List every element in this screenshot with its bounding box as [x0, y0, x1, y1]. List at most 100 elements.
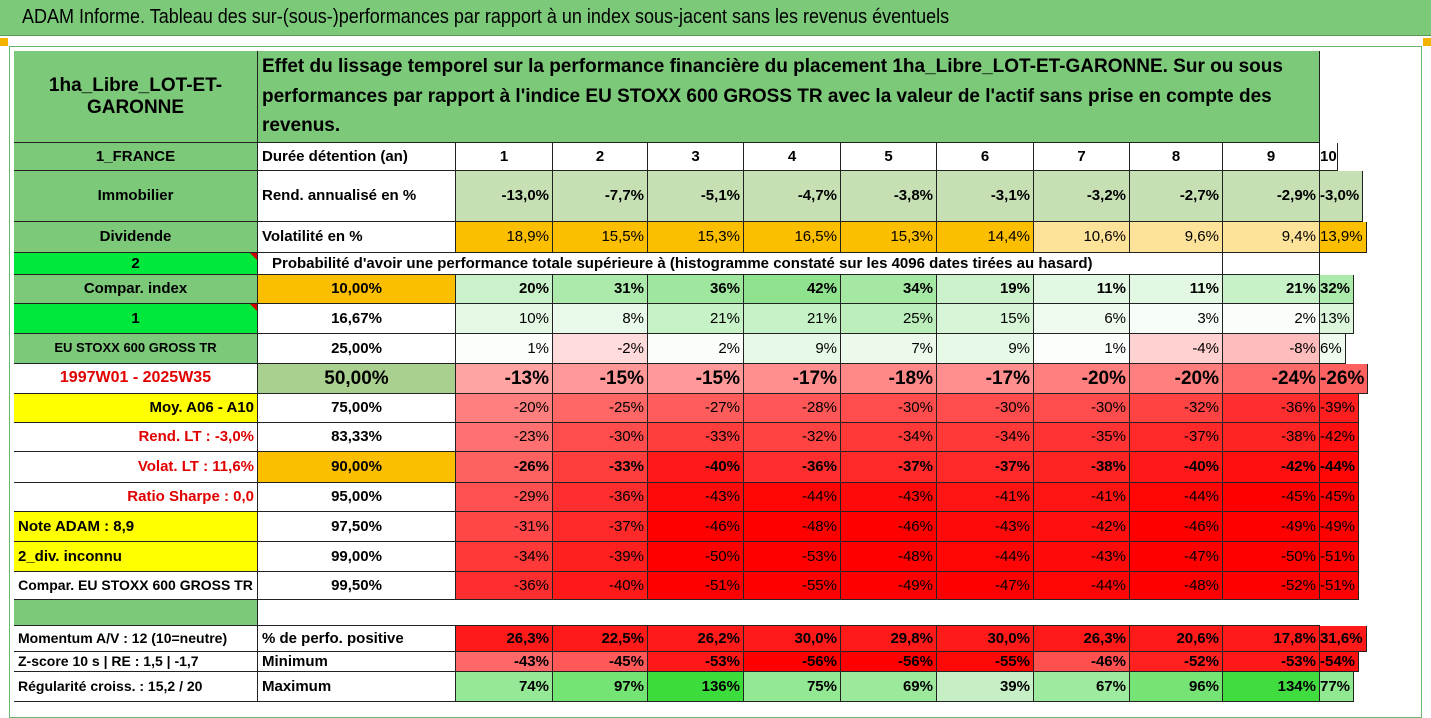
probability-value: -51% — [648, 572, 744, 600]
bottom-value: 26,3% — [1034, 626, 1130, 652]
probability-value: -45% — [1223, 483, 1320, 512]
probability-value: -34% — [841, 423, 937, 452]
probability-value: -46% — [1130, 512, 1223, 542]
probability-value: -48% — [744, 512, 841, 542]
left-label: 1_FRANCE — [14, 143, 258, 171]
rend-value: -3,0% — [1320, 171, 1364, 222]
probability-value: 32% — [1320, 275, 1355, 304]
year-header: 5 — [841, 143, 937, 171]
bottom-value: 26,2% — [648, 626, 744, 652]
probability-value: 34% — [841, 275, 937, 304]
left-label: Volat. LT : 11,6% — [14, 452, 258, 483]
probability-value: -42% — [1223, 452, 1320, 483]
rend-value: -3,2% — [1034, 171, 1130, 222]
probability-value: -46% — [841, 512, 937, 542]
bottom-value: 97% — [553, 672, 648, 702]
vol-value: 15,5% — [553, 222, 648, 253]
bottom-left-label: Régularité croiss. : 15,2 / 20 — [14, 672, 258, 702]
probability-value: 2% — [648, 334, 744, 364]
probability-value: -18% — [841, 364, 937, 394]
bottom-value: -55% — [937, 652, 1034, 672]
probability-value: -34% — [937, 423, 1034, 452]
bottom-value: -53% — [1223, 652, 1320, 672]
probability-value: -15% — [553, 364, 648, 394]
corner-marker — [1423, 38, 1431, 46]
probability-value: -37% — [841, 452, 937, 483]
vol-value: 13,9% — [1320, 222, 1367, 253]
probability-value: -20% — [1034, 364, 1130, 394]
probability-value: -42% — [1034, 512, 1130, 542]
probability-value: 9% — [744, 334, 841, 364]
year-header: 3 — [648, 143, 744, 171]
percentile-label: 95,00% — [258, 483, 456, 512]
probability-value: -51% — [1320, 542, 1360, 572]
probability-value: 21% — [648, 304, 744, 334]
probability-value: -25% — [553, 394, 648, 423]
probability-value: -36% — [456, 572, 553, 600]
probability-value: -36% — [553, 483, 648, 512]
probability-value: -49% — [1223, 512, 1320, 542]
probability-value: -43% — [937, 512, 1034, 542]
left-label: 1 — [14, 304, 258, 334]
probability-value: -35% — [1034, 423, 1130, 452]
vol-value: 18,9% — [456, 222, 553, 253]
empty-cell — [1223, 253, 1320, 275]
bottom-value: -56% — [841, 652, 937, 672]
probability-value: -43% — [648, 483, 744, 512]
comment-flag — [250, 304, 257, 311]
bottom-value: 30,0% — [937, 626, 1034, 652]
bottom-value: -45% — [553, 652, 648, 672]
percentile-label: 75,00% — [258, 394, 456, 423]
probability-value: -26% — [1320, 364, 1369, 394]
probability-value: 21% — [744, 304, 841, 334]
probability-value: -24% — [1223, 364, 1320, 394]
probability-value: -23% — [456, 423, 553, 452]
rend-value: -2,9% — [1223, 171, 1320, 222]
probability-value: -33% — [648, 423, 744, 452]
probability-value: 9% — [937, 334, 1034, 364]
probability-value: 11% — [1130, 275, 1223, 304]
probability-value: 11% — [1034, 275, 1130, 304]
year-header: 10 — [1320, 143, 1338, 171]
bottom-value: 22,5% — [553, 626, 648, 652]
year-header: 2 — [553, 143, 648, 171]
vol-value: 16,5% — [744, 222, 841, 253]
probability-value: -32% — [1130, 394, 1223, 423]
probability-value: 7% — [841, 334, 937, 364]
probability-value: -41% — [937, 483, 1034, 512]
probability-value: -38% — [1223, 423, 1320, 452]
probability-value: -49% — [1320, 512, 1360, 542]
probability-value: -47% — [937, 572, 1034, 600]
probability-value: -44% — [1320, 452, 1360, 483]
probability-value: -37% — [937, 452, 1034, 483]
left-label: Compar. index — [14, 275, 258, 304]
probability-value: -37% — [553, 512, 648, 542]
bottom-value: 26,3% — [456, 626, 553, 652]
bottom-value: 67% — [1034, 672, 1130, 702]
comment-flag — [250, 253, 257, 260]
probability-value: -4% — [1130, 334, 1223, 364]
vol-value: 10,6% — [1034, 222, 1130, 253]
probability-value: -30% — [937, 394, 1034, 423]
bottom-row-label: Maximum — [258, 672, 456, 702]
vol-label: Volatilité en % — [258, 222, 456, 253]
probability-value: -30% — [841, 394, 937, 423]
probability-value: -8% — [1223, 334, 1320, 364]
left-label: Immobilier — [14, 171, 258, 222]
probability-value: -44% — [1034, 572, 1130, 600]
vol-value: 15,3% — [648, 222, 744, 253]
bottom-value: -46% — [1034, 652, 1130, 672]
left-label: Rend. LT : -3,0% — [14, 423, 258, 452]
left-label: Moy. A06 - A10 — [14, 394, 258, 423]
percentile-label: 83,33% — [258, 423, 456, 452]
bottom-value: 30,0% — [744, 626, 841, 652]
probability-value: 1% — [1034, 334, 1130, 364]
probability-value: -26% — [456, 452, 553, 483]
probability-value: -47% — [1130, 542, 1223, 572]
bottom-value: 20,6% — [1130, 626, 1223, 652]
percentile-label: 97,50% — [258, 512, 456, 542]
year-header: 8 — [1130, 143, 1223, 171]
left-label: Dividende — [14, 222, 258, 253]
probability-value: -29% — [456, 483, 553, 512]
probability-value: -36% — [1223, 394, 1320, 423]
